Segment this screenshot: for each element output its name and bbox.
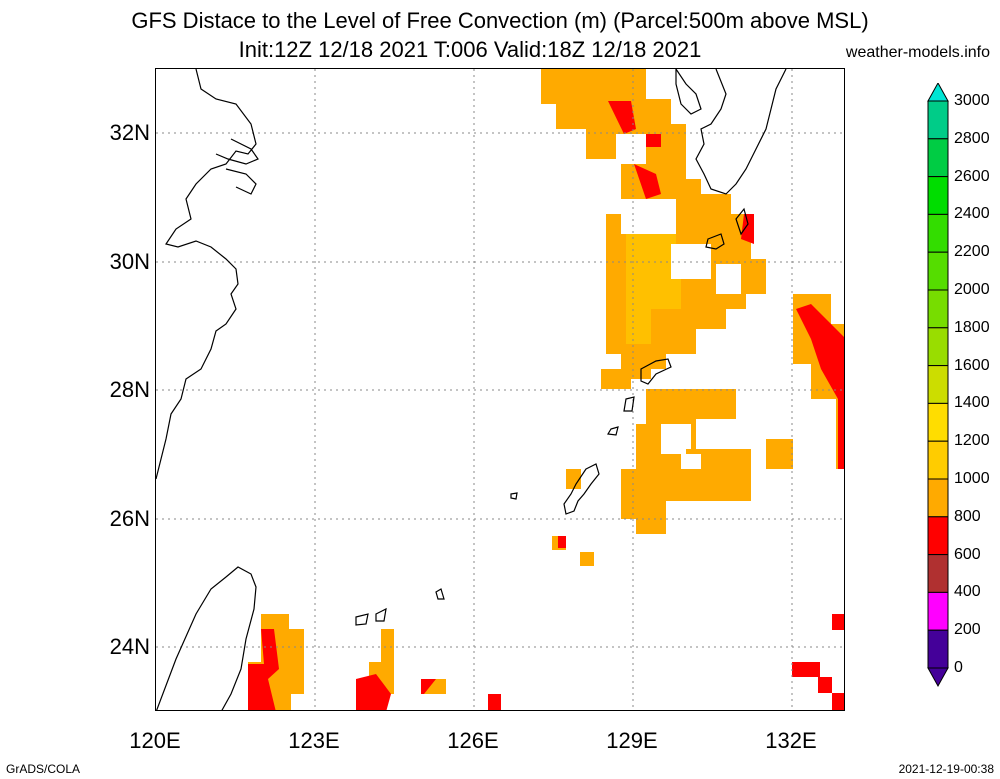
colorbar-tick-label: 1000 — [954, 470, 990, 487]
colorbar-swatch — [927, 478, 949, 518]
colorbar-tick-label: 400 — [954, 583, 981, 601]
coastline-yangtze — [215, 138, 259, 195]
colorbar-tick-label: 1400 — [954, 394, 990, 412]
lfc-region-red-southwest — [248, 629, 279, 710]
graticule — [156, 69, 844, 710]
chart-subtitle: Init:12Z 12/18 2021 T:006 Valid:18Z 12/1… — [238, 37, 702, 62]
clear-area — [646, 199, 676, 234]
clear-area — [681, 454, 701, 469]
coastline-amami — [607, 358, 672, 436]
coastline-goto — [675, 69, 702, 115]
colorbar-tick-label: 1600 — [954, 356, 990, 374]
colorbar-tick-label: 800 — [954, 507, 981, 525]
lon-label: 132E — [765, 728, 817, 753]
coastline-sakishima — [355, 588, 445, 626]
lfc-region-red-southwest-3 — [421, 679, 436, 694]
lfc-region-red — [646, 134, 661, 147]
coastline-taiwan — [156, 566, 257, 710]
colorbar-tick-label: 200 — [954, 621, 981, 639]
colorbar-swatch — [927, 402, 949, 442]
colorbar-swatch — [927, 629, 949, 669]
credit-text: weather-models.info — [845, 44, 990, 61]
footer-right: 2021-12-19-00:38 — [898, 762, 994, 776]
colorbar-swatch — [927, 440, 949, 480]
lfc-cell — [488, 694, 501, 710]
lfc-cell — [566, 469, 581, 489]
lfc-region-red — [608, 101, 636, 134]
colorbar-tick-label: 3000 — [954, 92, 990, 109]
colorbar-tick-label: 0 — [954, 659, 963, 676]
lfc-region-red-east — [796, 304, 844, 469]
lat-label: 26N — [109, 506, 150, 531]
lfc-cell — [818, 677, 832, 693]
lfc-region-red-southwest-2 — [356, 674, 391, 710]
lfc-cell — [580, 552, 594, 566]
lfc-cell — [832, 614, 844, 630]
lat-label: 32N — [109, 120, 150, 145]
chart-title: GFS Distace to the Level of Free Convect… — [131, 8, 869, 33]
clear-area — [616, 134, 646, 164]
colorbar-tick-label: 2600 — [954, 167, 990, 185]
coastline-kyushu — [695, 69, 787, 195]
lat-label: 30N — [109, 249, 150, 274]
colorbar-swatch — [927, 289, 949, 329]
clear-area — [701, 419, 736, 449]
colorbar-swatch — [927, 100, 949, 140]
lat-label: 28N — [109, 377, 150, 402]
lon-label: 123E — [288, 728, 340, 753]
colorbar — [927, 83, 949, 688]
colorbar-tick-label: 600 — [954, 545, 981, 563]
colorbar-cap-bottom — [927, 667, 949, 688]
lat-label: 24N — [109, 634, 150, 659]
lon-label: 129E — [606, 728, 658, 753]
lfc-field — [248, 69, 844, 710]
colorbar-swatch — [927, 516, 949, 556]
colorbar-cap-top — [927, 83, 949, 102]
colorbar-swatch — [927, 554, 949, 593]
coastline-tanegashima — [705, 207, 749, 250]
colorbar-tick-label: 2000 — [954, 281, 990, 298]
colorbar-tick-label: 2200 — [954, 243, 990, 261]
lfc-cell — [766, 439, 793, 469]
lfc-region-red — [634, 164, 661, 199]
footer-left: GrADS/COLA — [6, 762, 81, 776]
map-plot — [156, 69, 844, 710]
colorbar-swatch — [927, 591, 949, 631]
lfc-cell — [558, 536, 566, 548]
colorbar-tick-label: 2400 — [954, 205, 990, 223]
map-panel — [155, 68, 845, 711]
colorbar-tick-label: 1200 — [954, 432, 990, 450]
colorbar-tick-label: 1800 — [954, 318, 990, 336]
coastline-china — [156, 69, 257, 480]
lon-label: 126E — [447, 728, 499, 753]
coastlines — [156, 69, 787, 710]
lfc-cell — [832, 693, 844, 710]
clear-area — [716, 264, 741, 294]
colorbar-swatch — [927, 365, 949, 404]
lfc-cell — [792, 662, 820, 677]
coastline-daito — [510, 492, 518, 500]
lon-label: 120E — [129, 728, 181, 753]
clear-area — [661, 424, 686, 454]
colorbar-tick-label: 2800 — [954, 129, 990, 147]
colorbar-swatch — [927, 138, 949, 178]
coastline-okinawa — [563, 463, 600, 515]
colorbar-swatch — [927, 251, 949, 291]
colorbar-swatch — [927, 213, 949, 253]
lfc-region-red — [741, 214, 754, 244]
colorbar-swatch — [927, 176, 949, 215]
colorbar-swatch — [927, 327, 949, 367]
